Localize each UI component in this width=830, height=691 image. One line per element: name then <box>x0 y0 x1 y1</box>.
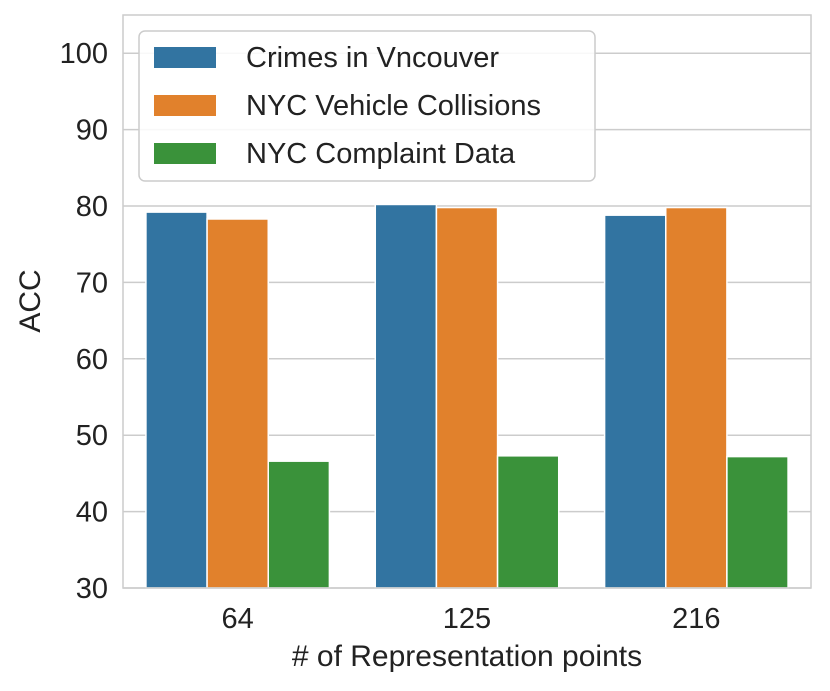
x-axis-ticks: 64 125 216 <box>222 603 721 635</box>
x-tick-label: 125 <box>443 603 491 635</box>
y-tick-label: 50 <box>76 420 108 452</box>
bar <box>267 460 331 589</box>
legend-label: Crimes in Vncouver <box>246 42 499 74</box>
y-tick-label: 70 <box>76 267 108 299</box>
x-tick-label: 64 <box>222 603 254 635</box>
bar <box>726 455 789 589</box>
bar <box>374 203 438 589</box>
y-tick-label: 80 <box>76 191 108 223</box>
bar <box>603 214 667 589</box>
y-tick-label: 90 <box>76 115 108 147</box>
legend-swatch <box>154 47 216 68</box>
bar <box>496 455 560 589</box>
y-tick-label: 40 <box>76 497 108 529</box>
legend-swatch <box>154 95 216 116</box>
bar <box>435 206 499 589</box>
y-tick-label: 60 <box>76 344 108 376</box>
legend-frame <box>138 30 596 182</box>
bar <box>145 211 208 589</box>
legend-swatch <box>154 143 216 164</box>
legend-label: NYC Complaint Data <box>246 138 516 170</box>
y-axis-ticks: 30 40 50 60 70 80 90 100 <box>60 38 108 605</box>
plot-frame <box>122 14 812 589</box>
y-tick-label: 30 <box>76 573 108 605</box>
legend-label: NYC Vehicle Collisions <box>246 90 541 122</box>
legend: Crimes in Vncouver NYC Vehicle Collisions… <box>138 30 596 182</box>
y-tick-label: 100 <box>60 38 108 70</box>
bars <box>145 203 789 589</box>
x-tick-label: 216 <box>672 603 720 635</box>
x-axis-label: # of Representation points <box>292 640 642 673</box>
bar <box>665 206 728 589</box>
y-axis-label: ACC <box>14 269 47 332</box>
bar <box>206 218 269 589</box>
